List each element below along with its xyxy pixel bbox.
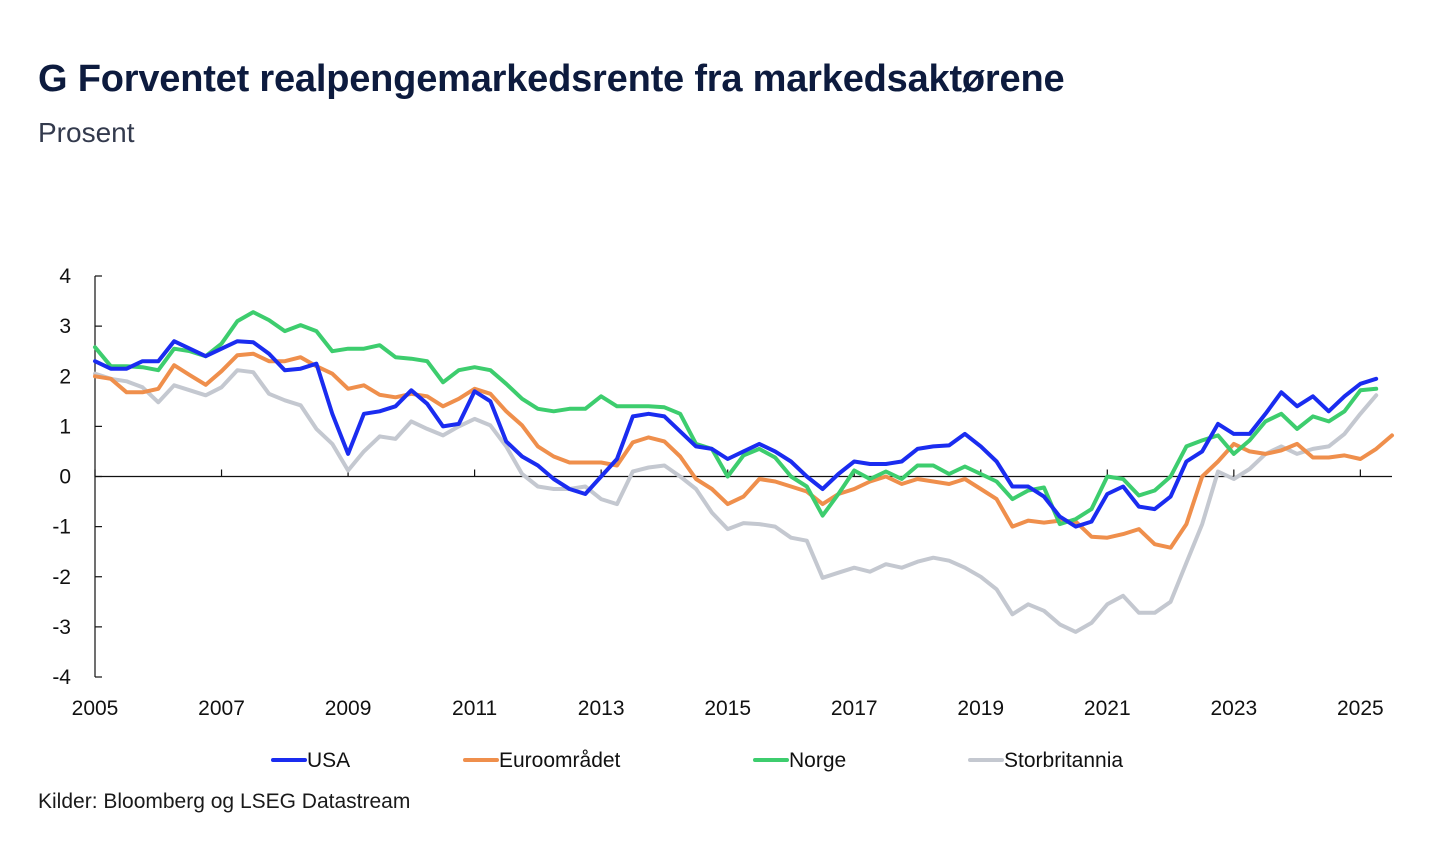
legend-label: Storbritannia: [1004, 749, 1123, 772]
y-tick-label: -1: [52, 516, 71, 539]
y-tick-label: 3: [59, 315, 71, 338]
series-line-euroområdet: [93, 351, 1394, 550]
x-axis-ticks: 2005 2007 2009 2011 2013 2015 2017 2019 2021 2023…: [72, 469, 1384, 720]
y-tick-label: 0: [59, 466, 71, 489]
x-tick-label: 2007: [198, 697, 245, 720]
chart-axes: [94, 276, 1392, 677]
x-tick-label: 2009: [325, 697, 372, 720]
series-lines: [93, 310, 1394, 634]
x-tick-label: 2023: [1210, 697, 1257, 720]
y-tick-label: -3: [52, 616, 71, 639]
chart-title: G Forventet realpengemarkedsrente fra ma…: [38, 58, 1065, 100]
x-tick-label: 2015: [704, 697, 751, 720]
source-note: Kilder: Bloomberg og LSEG Datastream: [38, 790, 411, 813]
y-tick-label: -2: [52, 566, 71, 589]
y-tick-label: 1: [59, 415, 71, 438]
legend-label: Euroområdet: [499, 749, 621, 772]
x-tick-label: 2005: [72, 697, 119, 720]
x-tick-label: 2011: [452, 697, 497, 720]
legend: USA Euroområdet Norge Storbritannia: [271, 749, 1123, 772]
y-tick-label: -4: [52, 666, 71, 689]
x-tick-label: 2019: [957, 697, 1004, 720]
chart-subtitle: Prosent: [38, 117, 135, 148]
series-line-norge: [93, 310, 1379, 527]
x-tick-label: 2017: [831, 697, 878, 720]
x-tick-label: 2021: [1084, 697, 1131, 720]
y-tick-label: 4: [59, 265, 71, 288]
series-line-storbritannia: [93, 368, 1379, 634]
series-line-usa: [93, 339, 1379, 529]
y-tick-label: 2: [59, 365, 71, 388]
x-tick-label: 2025: [1337, 697, 1384, 720]
legend-label: USA: [307, 749, 350, 772]
legend-label: Norge: [789, 749, 846, 772]
x-tick-label: 2013: [578, 697, 625, 720]
